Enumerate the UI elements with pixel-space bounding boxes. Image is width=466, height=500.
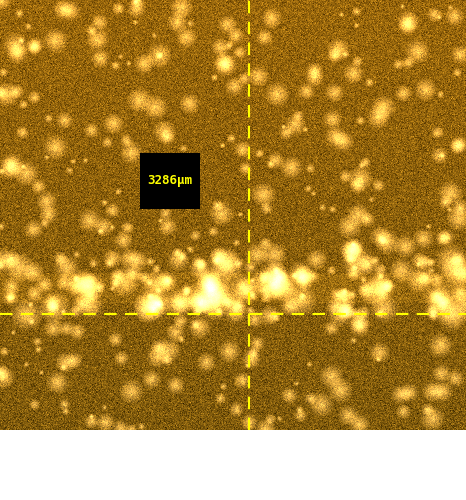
Text: SEI    15KV    WD8mm    SS30    x500    100μm: SEI 15KV WD8mm SS30 x500 100μm [14, 455, 335, 468]
Bar [140, 152, 200, 208]
Text: 3286μm: 3286μm [148, 174, 192, 187]
